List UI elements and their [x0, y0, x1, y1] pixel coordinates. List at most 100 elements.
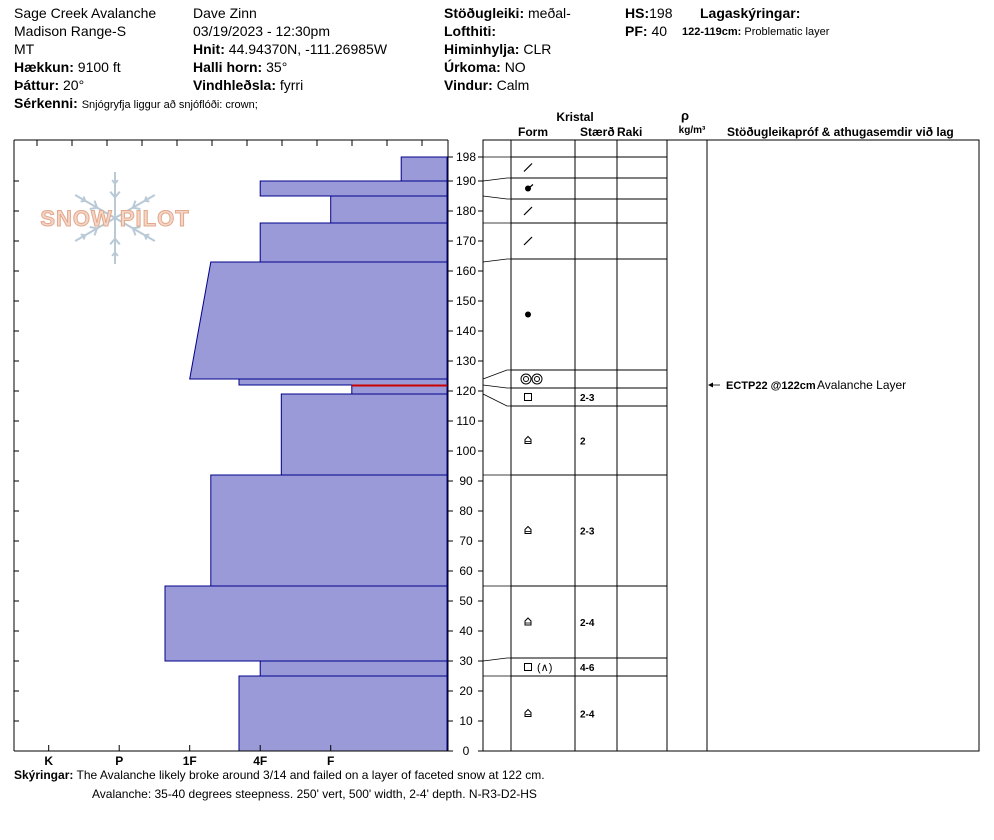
hardness-tick-label: F	[327, 754, 334, 768]
test-result: ECTP22 @122cm	[726, 380, 816, 392]
height-tick-label: 100	[456, 444, 476, 458]
hardness-layer	[259, 660, 448, 677]
height-axis: 0 10 20 30 40 50 60 70 80 90 100 110 120 130 140 150 160…	[447, 140, 483, 758]
logo-text: SNOW PILOT	[40, 206, 189, 231]
snowflake-branch	[109, 238, 116, 246]
location-name: Sage Creek Avalanche	[14, 5, 157, 21]
glyph-circle	[531, 373, 543, 385]
slope-angle: Halli horn: 35°	[193, 58, 287, 76]
height-leader-line	[482, 657, 511, 662]
hardness-layer	[189, 261, 448, 380]
glyph-stroke	[523, 236, 533, 246]
features: Sérkenni: Snjógryfja liggur að snjóflóði…	[14, 94, 258, 114]
glyph-stroke	[523, 163, 533, 172]
stability-test-annotation: ECTP22 @122cm Avalanche Layer	[710, 378, 906, 392]
features-value: Snjógryfja liggur að snjóflóði: crown;	[81, 99, 258, 111]
hardness-axis: IKP1F4FF	[13, 139, 448, 768]
snowflake-icon	[74, 172, 156, 264]
notes-label: Skýringar:	[14, 768, 74, 782]
glyph-stroke	[526, 184, 534, 190]
wind-loading-label: Vindhleðsla:	[193, 77, 276, 93]
height-tick-label: 110	[456, 414, 475, 428]
notes-line-1: The Avalanche likely broke around 3/14 a…	[76, 768, 545, 782]
snowflake-branch	[132, 206, 141, 210]
test-arrow-head	[708, 382, 713, 388]
snowflake-branch	[89, 206, 98, 210]
elevation-label: Hækkun:	[14, 59, 74, 75]
glyph-hollow	[524, 525, 532, 534]
legend-label: Lagaskýringar:	[700, 5, 801, 21]
wind-label: Vindur:	[444, 77, 493, 93]
aspect-label: Þáttur:	[14, 77, 60, 93]
features-label: Sérkenni:	[14, 95, 78, 111]
hardness-layer	[259, 180, 448, 197]
snowflake-branch	[82, 234, 87, 240]
coords-label: Hnit:	[193, 41, 225, 57]
height-tick-label: 80	[459, 504, 473, 518]
hardness-tick-label: K	[44, 754, 53, 768]
sky-value: CLR	[523, 41, 552, 57]
pf-label: PF:	[625, 23, 648, 39]
legend-text: Problematic layer	[744, 26, 830, 38]
glyph-circle	[523, 376, 529, 382]
legend-entry: 122-119cm: Problematic layer	[682, 23, 829, 41]
slash-icon	[523, 163, 533, 172]
snowflake-branch	[89, 226, 98, 230]
hardness-layer	[238, 378, 448, 386]
coordinates: Hnit: 44.94370N, -111.26985W	[193, 40, 387, 58]
elevation-value: 9100 ft	[77, 59, 121, 75]
hardness-layer	[210, 474, 448, 587]
hs-label: HS:	[625, 5, 650, 21]
crystal-size: 4-6	[580, 663, 595, 674]
height-tick-label: 40	[459, 624, 473, 638]
air-temp: Lofthiti:	[444, 22, 496, 40]
height-tick-label: 140	[456, 324, 476, 338]
snowflake-branch	[131, 228, 137, 236]
hollow-icon	[524, 617, 532, 626]
crystal-size: 2-3	[580, 393, 595, 404]
size-header: Stærð	[580, 125, 615, 139]
snowflake-branch	[93, 227, 99, 236]
slope-value: 35°	[266, 59, 288, 75]
snowflake-branch	[111, 179, 116, 185]
hardness-layer	[400, 156, 448, 182]
glyph-hollow	[524, 435, 532, 444]
slope-label: Halli horn:	[193, 59, 263, 75]
test-comment: Avalanche Layer	[817, 378, 906, 392]
double-circle-icon	[520, 373, 543, 385]
slash-icon	[523, 236, 533, 246]
coords-value: 44.94370N, -111.26985W	[228, 41, 388, 57]
aspect-value: 20°	[63, 77, 85, 93]
wind-value: Calm	[496, 77, 530, 93]
stability-value: meðal-	[528, 5, 571, 21]
crystal-size: 2	[580, 437, 586, 448]
observer: Dave Zinn	[193, 5, 257, 21]
snowflake-branch	[114, 190, 121, 198]
glyph-dot	[525, 311, 531, 318]
height-tick-label: 170	[456, 234, 476, 248]
snowflake-arm	[74, 217, 116, 242]
square-icon	[524, 393, 532, 401]
height-tick-label: 20	[459, 684, 473, 698]
hardness-layer	[280, 393, 448, 476]
crystal-size: 2-3	[580, 527, 595, 538]
form-header: Form	[518, 125, 548, 139]
moisture-header: Raki	[617, 125, 642, 139]
snowflake-branch	[143, 196, 148, 202]
state: MT	[14, 41, 35, 57]
height-leader-line	[482, 384, 511, 389]
hollow-icon	[524, 435, 532, 444]
height-tick-label: 50	[459, 594, 473, 608]
height-leader-line	[482, 369, 511, 380]
height-tick-label: 0	[463, 744, 470, 758]
snowflake-arm	[114, 194, 156, 219]
height-tick-label: 160	[456, 264, 476, 278]
hollow-icon	[524, 525, 532, 534]
crystal-size: 2-4	[580, 618, 595, 629]
dot-icon	[525, 311, 531, 318]
snowflake-branch	[109, 190, 116, 198]
hollow-icon	[524, 708, 532, 717]
elevation: Hækkun: 9100 ft	[14, 58, 121, 76]
legend-title: Lagaskýringar:	[700, 4, 800, 22]
